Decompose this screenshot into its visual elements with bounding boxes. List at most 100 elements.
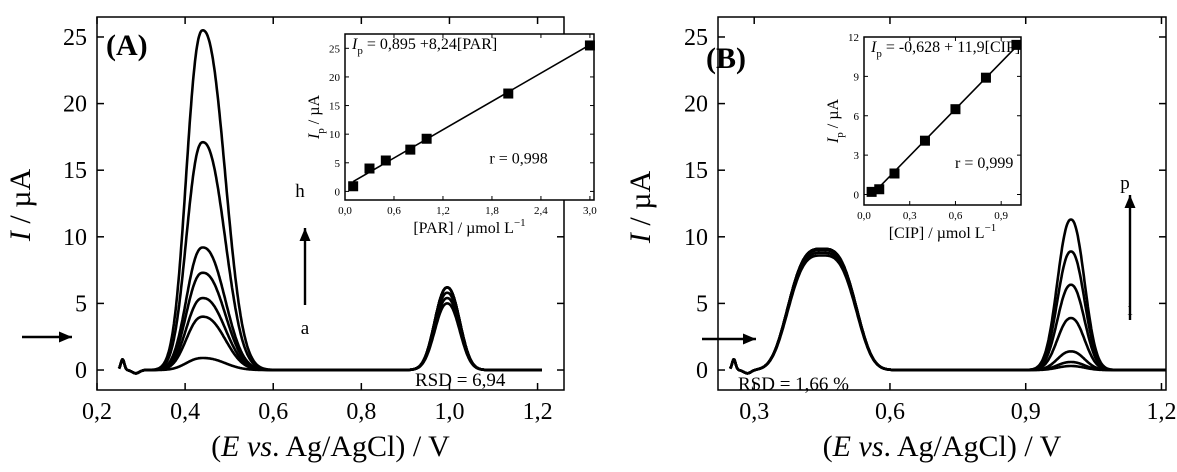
inset-data-point (584, 40, 595, 51)
inset-data-point (503, 88, 514, 99)
inset-x-axis-title: [PAR] / µmol L−1 (413, 217, 525, 237)
series-arrow-head (1124, 195, 1136, 208)
arrow-label-top: p (1120, 173, 1130, 194)
inset-y-tick-label: 12 (848, 32, 859, 44)
inset-fit-line (352, 44, 591, 183)
x-tick-label: 0,6 (875, 399, 905, 425)
arrow-label-bottom: a (301, 318, 310, 339)
inset-calibration-plot: 0,0 0,3 0,6 0,9 0 3 6 9 12 Ip = -0,628 + 11,9[CIP… (825, 32, 1022, 242)
voltammogram-curve (729, 254, 1167, 375)
arrow-label-top: h (295, 181, 305, 202)
inset-y-axis-title: Ip / µA (306, 95, 327, 140)
inset-y-axis-title: Ip / µA (825, 99, 846, 144)
voltammogram-curve (117, 296, 543, 375)
y-tick-label: 10 (63, 225, 87, 251)
inset-background (864, 37, 1021, 205)
y-tick-label: 25 (63, 25, 87, 51)
voltammogram-curve (117, 28, 543, 375)
x-tick-label: 1,2 (1146, 399, 1176, 425)
panel-b: 0,3 0,6 0,9 1,2 0 5 10 15 20 25(B) I / µA (E vs. Ag… (624, 16, 1176, 463)
y-tick-label: 5 (696, 291, 708, 317)
inset-x-axis-title: [CIP] / µmol L−1 (889, 222, 997, 242)
y-tick-label: 20 (684, 92, 708, 118)
x-tick-label: 0,3 (739, 399, 769, 425)
panel-label: (B) (706, 42, 746, 75)
inset-y-tick-label: 6 (854, 111, 860, 123)
panel-a: 0,2 0,4 0,6 0,8 1,0 1,2 0 5 10 15 20 25 (A) I / µA (E … (4, 16, 597, 463)
inset-x-tick-label: 0,0 (338, 205, 352, 217)
inset-x-tick-label: 1,2 (436, 205, 450, 217)
voltammogram-curve (729, 218, 1167, 375)
inset-frame (863, 36, 1022, 206)
rsd-annotation: RSD = 1,66 % (738, 374, 849, 395)
arrow-label-bottom: i (1127, 299, 1132, 320)
y-axis-title: I / µA (4, 169, 37, 243)
inset-data-point (866, 186, 877, 197)
inset-x-tick-label: 0,9 (994, 210, 1008, 222)
inset-y-tick-label: 0 (854, 190, 860, 202)
inset-y-tick-label: 20 (329, 72, 341, 84)
inset-data-point (950, 104, 961, 115)
inset-r-value: r = 0,999 (955, 155, 1013, 172)
inset-data-point (1011, 39, 1022, 50)
inset-y-tick-label: 25 (329, 43, 341, 55)
voltammogram-curve (729, 247, 1167, 375)
x-tick-label: 0,6 (258, 399, 288, 425)
plot-frame (717, 16, 1167, 391)
inset-background (345, 34, 594, 200)
inset-data-point (874, 184, 885, 195)
inset-y-tick-label: 0 (335, 186, 341, 198)
inset-data-point (405, 144, 416, 155)
y-tick-label: 0 (75, 358, 87, 384)
inset-r-value: r = 0,998 (489, 150, 547, 167)
inset-data-point (380, 155, 391, 166)
y-tick-label: 20 (63, 92, 87, 118)
inset-data-point (348, 181, 359, 192)
inset-data-point (364, 163, 375, 174)
y-tick-label: 10 (684, 225, 708, 251)
x-tick-label: 0,8 (346, 399, 376, 425)
inset-data-point (889, 168, 900, 179)
x-axis-title: (E vs. Ag/AgCl) / V (823, 430, 1062, 463)
voltammogram-curve (729, 247, 1167, 375)
voltammogram-curve (729, 251, 1167, 375)
series-arrow-head (299, 228, 311, 241)
inset-calibration-plot: 0,0 0,6 1,2 1,8 2,4 3,0 0 5 10 15 20 25 Ip = 0,895 +… (306, 33, 597, 237)
panel-label: (A) (106, 29, 148, 62)
inset-x-tick-label: 0,6 (949, 210, 963, 222)
y-tick-label: 15 (684, 158, 708, 184)
x-tick-label: 0,4 (170, 399, 200, 425)
x-axis-title: (E vs. Ag/AgCl) / V (211, 430, 450, 463)
inset-x-tick-label: 3,0 (583, 205, 597, 217)
y-tick-label: 0 (696, 358, 708, 384)
y-tick-label: 15 (63, 158, 87, 184)
x-tick-label: 0,9 (1011, 399, 1041, 425)
y-tick-label: 5 (75, 291, 87, 317)
x-tick-label: 0,2 (82, 399, 112, 425)
inset-y-tick-label: 5 (335, 158, 341, 170)
inset-y-tick-label: 15 (329, 101, 341, 113)
scan-direction-arrow-head (59, 331, 72, 343)
inset-data-point (980, 72, 991, 83)
inset-x-tick-label: 0,6 (387, 205, 401, 217)
inset-y-tick-label: 3 (854, 150, 860, 162)
voltammogram-curve (729, 248, 1167, 375)
inset-y-tick-label: 9 (854, 71, 860, 83)
inset-x-tick-label: 2,4 (534, 205, 548, 217)
scan-direction-arrow-head (743, 333, 756, 345)
inset-equation: Ip = 0,895 +8,24[PAR] (351, 36, 497, 57)
voltammogram-curve (729, 247, 1167, 375)
inset-data-point (421, 133, 432, 144)
plot-frame (96, 16, 565, 391)
inset-data-point (919, 135, 930, 146)
inset-x-tick-label: 0,3 (903, 210, 917, 222)
y-axis-title: I / µA (624, 171, 657, 245)
x-tick-label: 1,2 (523, 399, 553, 425)
inset-x-tick-label: 1,8 (485, 205, 499, 217)
x-tick-label: 1,0 (434, 399, 464, 425)
inset-y-tick-label: 10 (329, 129, 341, 141)
inset-frame (344, 33, 595, 201)
inset-equation: Ip = -0,628 + 11,9[CIP] (870, 39, 1020, 60)
